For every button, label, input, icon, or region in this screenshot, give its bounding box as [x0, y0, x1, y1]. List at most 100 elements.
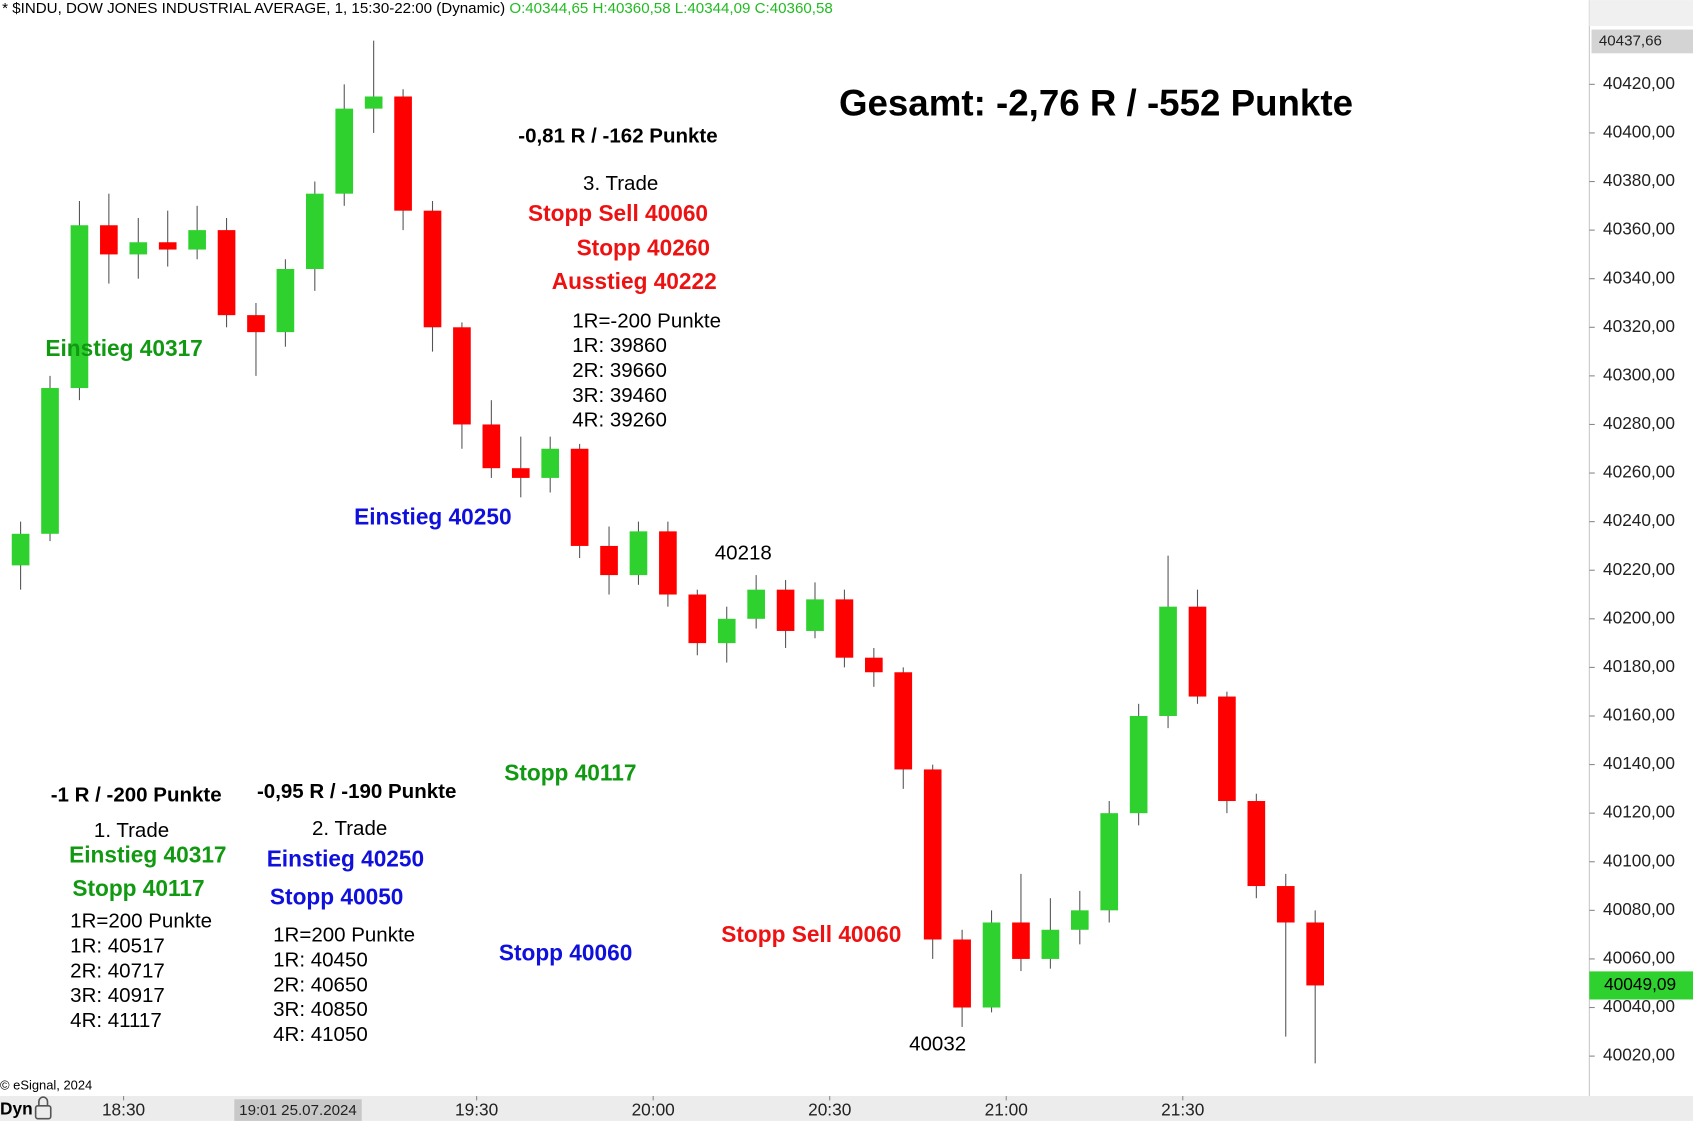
chart-title: * $INDU, DOW JONES INDUSTRIAL AVERAGE, 1…: [2, 0, 833, 17]
annotation: Stopp 40117: [72, 875, 204, 901]
candle-body: [1188, 606, 1207, 697]
annotation: 1R=-200 Punkte: [572, 309, 721, 332]
annotation: 2R: 39660: [572, 359, 667, 382]
candle-body: [894, 672, 913, 770]
candle-body: [247, 315, 265, 333]
annotation: Stopp 40117: [504, 759, 636, 785]
candle-body: [865, 657, 883, 673]
candle-body: [1276, 886, 1295, 923]
annotation: 3R: 40917: [70, 984, 165, 1007]
annotation: 1R=200 Punkte: [70, 910, 212, 933]
annotation: Ausstieg 40222: [552, 268, 717, 294]
annotation: 3R: 39460: [572, 384, 667, 407]
candle-body: [1070, 910, 1089, 930]
candles: [11, 40, 1325, 1064]
candle-body: [511, 468, 530, 478]
candle-body: [1159, 606, 1177, 716]
annotation: Einstieg 40250: [267, 846, 424, 872]
annotation: 3. Trade: [583, 172, 658, 195]
annotation: Einstieg 40317: [45, 335, 202, 361]
candle-body: [1041, 929, 1060, 959]
y-tick-label: 40360,00: [1603, 219, 1675, 239]
y-tick-label: 40380,00: [1603, 170, 1675, 190]
annotation: 40032: [909, 1033, 966, 1056]
crosshair-price-box: [1591, 29, 1693, 54]
candle-body: [100, 225, 118, 255]
mode-label[interactable]: Dyn: [0, 1099, 33, 1119]
candle-body: [806, 599, 824, 631]
annotation: 4R: 39260: [572, 409, 667, 432]
y-tick-label: 40160,00: [1603, 705, 1675, 725]
candle-body: [629, 531, 648, 576]
y-tick-label: 40180,00: [1603, 656, 1675, 676]
candle-body: [776, 589, 795, 631]
candle-body: [1129, 715, 1148, 814]
symbol-text: * $INDU, DOW JONES INDUSTRIAL AVERAGE, 1…: [2, 0, 505, 17]
annotation: 40218: [715, 541, 772, 564]
x-tick-label: 21:30: [1161, 1100, 1204, 1120]
last-price-label: 40049,09: [1604, 974, 1676, 994]
annotation: Stopp Sell 40060: [721, 921, 901, 947]
y-tick-label: 40420,00: [1603, 73, 1675, 93]
x-tick-label: 18:30: [102, 1100, 145, 1120]
x-tick-label: 19:30: [455, 1100, 498, 1120]
annotation: Stopp Sell 40060: [528, 200, 708, 226]
candle-body: [541, 448, 560, 478]
annotation: 2R: 40650: [273, 973, 368, 996]
lock-icon[interactable]: [34, 1096, 52, 1120]
annotation: -0,95 R / -190 Punkte: [257, 780, 456, 803]
annotation: 3R: 40850: [273, 998, 368, 1021]
candle-body: [41, 388, 59, 534]
candle-body: [305, 193, 324, 269]
annotation: Einstieg 40250: [354, 503, 511, 529]
candle-body: [217, 230, 236, 316]
candle-body: [923, 769, 942, 940]
candle-body: [129, 242, 148, 255]
y-tick-label: 40300,00: [1603, 364, 1675, 384]
candle-body: [1218, 696, 1236, 802]
annotation: 1R=200 Punkte: [273, 924, 415, 947]
candle-body: [835, 599, 854, 658]
annotation: 2. Trade: [312, 817, 387, 840]
y-tick-label: 40400,00: [1603, 122, 1675, 142]
candle-body: [982, 922, 1001, 1008]
y-tick-label: 40120,00: [1603, 802, 1675, 822]
annotation: 4R: 41117: [70, 1009, 162, 1032]
annotation: 1R: 40517: [70, 934, 165, 957]
y-tick-label: 40020,00: [1603, 1045, 1675, 1065]
axis-top-strip: [1589, 0, 1693, 27]
y-tick-label: 40140,00: [1603, 753, 1675, 773]
annotation: 2R: 40717: [70, 959, 165, 982]
y-tick-label: 40080,00: [1603, 899, 1675, 919]
candle-body: [423, 210, 442, 328]
candle-body: [717, 618, 736, 644]
annotation: -0,81 R / -162 Punkte: [518, 125, 717, 148]
crosshair-time: 19:01 25.07.2024: [239, 1102, 357, 1119]
annotation: Einstieg 40317: [69, 841, 226, 867]
annotation: Gesamt: -2,76 R / -552 Punkte: [839, 83, 1353, 124]
y-tick-label: 40340,00: [1603, 267, 1675, 287]
candle-body: [953, 939, 971, 1008]
ohlc-text: O:40344,65 H:40360,58 L:40344,09 C:40360…: [509, 0, 832, 17]
y-tick-label: 40280,00: [1603, 413, 1675, 433]
y-tick-label: 40100,00: [1603, 850, 1675, 870]
annotation: 1R: 40450: [273, 948, 368, 971]
x-tick-label: 20:00: [632, 1100, 675, 1120]
annotation: Stopp 40050: [270, 883, 403, 909]
candle-body: [570, 448, 589, 546]
candle-body: [600, 545, 618, 576]
candle-body: [1100, 813, 1119, 911]
annotation: 1R: 39860: [572, 334, 667, 357]
crosshair-time-box: [234, 1099, 362, 1121]
candle-body: [453, 327, 471, 425]
candle-body: [747, 589, 765, 619]
candle-body: [1012, 922, 1030, 959]
y-tick-label: 40200,00: [1603, 607, 1675, 627]
annotation: 1. Trade: [94, 819, 169, 842]
price-axis-panel: [1589, 0, 1693, 1121]
annotation: Stopp 40060: [499, 940, 632, 966]
candle-body: [11, 533, 30, 566]
y-tick-label: 40060,00: [1603, 947, 1675, 967]
x-tick-label: 21:00: [985, 1100, 1028, 1120]
y-tick-label: 40320,00: [1603, 316, 1675, 336]
